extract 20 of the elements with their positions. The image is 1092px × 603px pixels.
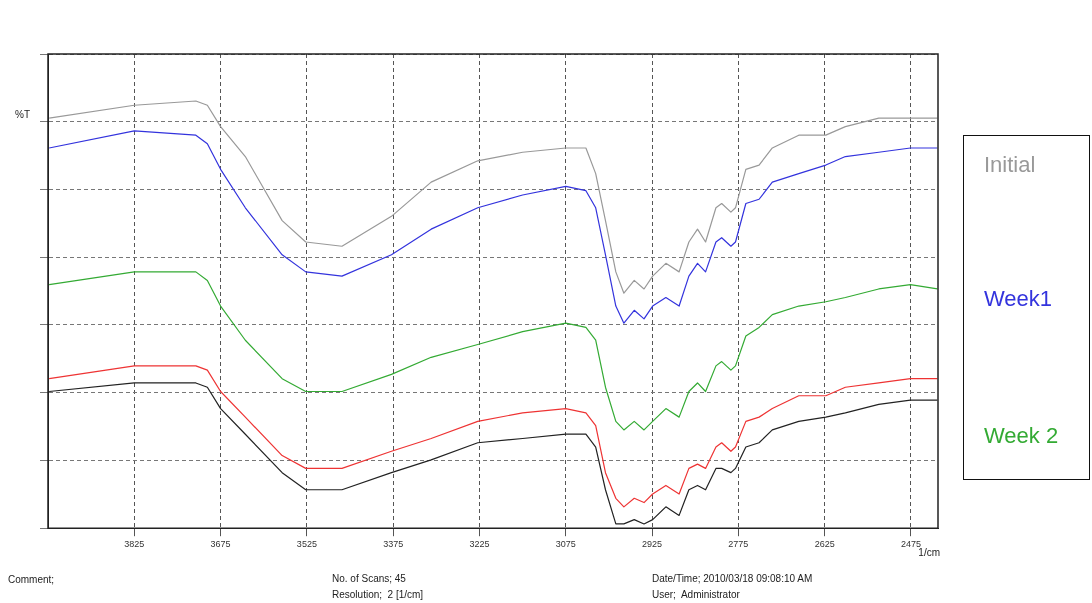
x-tick-label: 3525 xyxy=(296,539,317,550)
y-axis-title: %T xyxy=(15,109,30,120)
text: Resolution; 2 [1/cm] xyxy=(332,589,424,600)
text: Week 2 xyxy=(984,423,1059,449)
text: Date/Time; 2010/03/18 09:08:10 AM xyxy=(652,573,813,584)
x-axis-title: 1/cm xyxy=(918,547,940,559)
x-tick-label: 2625 xyxy=(814,539,835,550)
x-tick-label: 3675 xyxy=(210,539,231,550)
x-tick-label: 3825 xyxy=(124,539,145,550)
x-tick-label: 2475 xyxy=(900,539,921,550)
text: Initial xyxy=(984,152,1036,178)
text: No. of Scans; 45 xyxy=(332,573,406,584)
x-tick-label: 3075 xyxy=(555,539,576,550)
text: Comment; xyxy=(8,574,55,585)
x-tick-label: 3375 xyxy=(383,539,404,550)
x-tick-label: 3225 xyxy=(469,539,490,550)
text: Week1 xyxy=(984,286,1053,312)
text: User; Administrator xyxy=(652,589,740,600)
x-tick-label: 2925 xyxy=(642,539,663,550)
x-tick-label: 2775 xyxy=(728,539,749,550)
